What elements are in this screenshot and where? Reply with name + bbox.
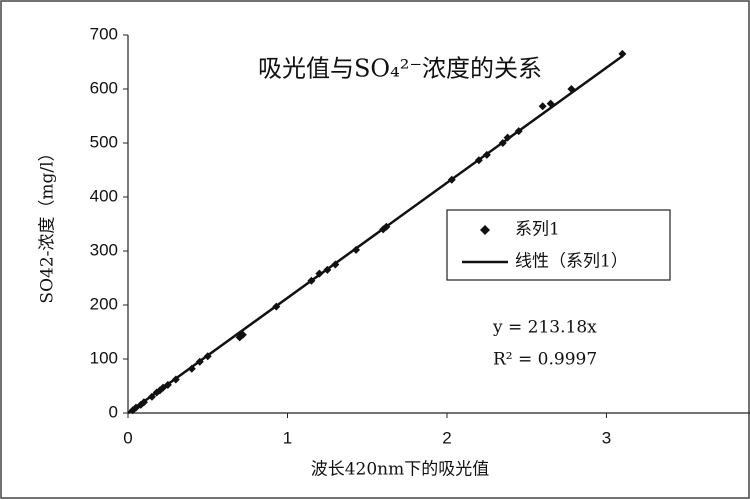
data-point: [567, 85, 576, 93]
x-tick-label: 3: [602, 428, 611, 447]
y-tick-label: 600: [90, 78, 118, 97]
data-point: [447, 175, 456, 184]
data-point: [272, 302, 281, 311]
y-tick-label: 400: [90, 186, 118, 205]
data-point: [538, 102, 547, 111]
data-point: [307, 276, 316, 285]
data-point: [171, 375, 180, 384]
trendline: [127, 55, 624, 415]
data-point: [482, 150, 491, 159]
data-point: [546, 99, 555, 108]
legend-label: 线性（系列1）: [515, 252, 628, 272]
data-point: [618, 49, 627, 58]
data-point: [315, 269, 324, 278]
trend-equation: y = 213.18x: [492, 318, 597, 338]
data-point: [238, 330, 247, 339]
data-point: [147, 392, 156, 401]
trend-r-squared: R² = 0.9997: [493, 350, 597, 370]
y-tick-label: 700: [90, 24, 118, 43]
data-point: [195, 357, 204, 366]
data-point: [514, 127, 523, 136]
legend-box: [446, 209, 671, 281]
data-point: [323, 265, 332, 274]
data-point: [187, 364, 196, 373]
data-point: [139, 398, 148, 407]
y-tick-label: 300: [90, 240, 118, 259]
y-tick-label: 200: [90, 294, 118, 313]
data-point: [382, 222, 391, 231]
data-point: [163, 380, 172, 389]
legend-marker: [480, 225, 490, 235]
x-tick-label: 1: [283, 428, 292, 447]
data-point: [352, 245, 361, 254]
data-point: [503, 133, 512, 142]
data-point: [331, 260, 340, 269]
x-tick-label: 0: [123, 428, 132, 447]
y-tick-label: 500: [90, 132, 118, 151]
x-tick-label: 2: [442, 428, 451, 447]
data-point: [498, 139, 507, 147]
y-tick-label: 100: [90, 348, 118, 367]
x-axis-label: 波长420nm下的吸光值: [311, 460, 490, 480]
y-tick-label: 0: [109, 402, 118, 421]
legend-label: 系列1: [515, 220, 560, 240]
y-axis-label: SO42-浓度（mg/l）: [38, 144, 58, 303]
data-point: [203, 352, 212, 361]
chart-title: 吸光值与SO₄²⁻浓度的关系: [258, 55, 542, 83]
data-point: [474, 156, 483, 165]
